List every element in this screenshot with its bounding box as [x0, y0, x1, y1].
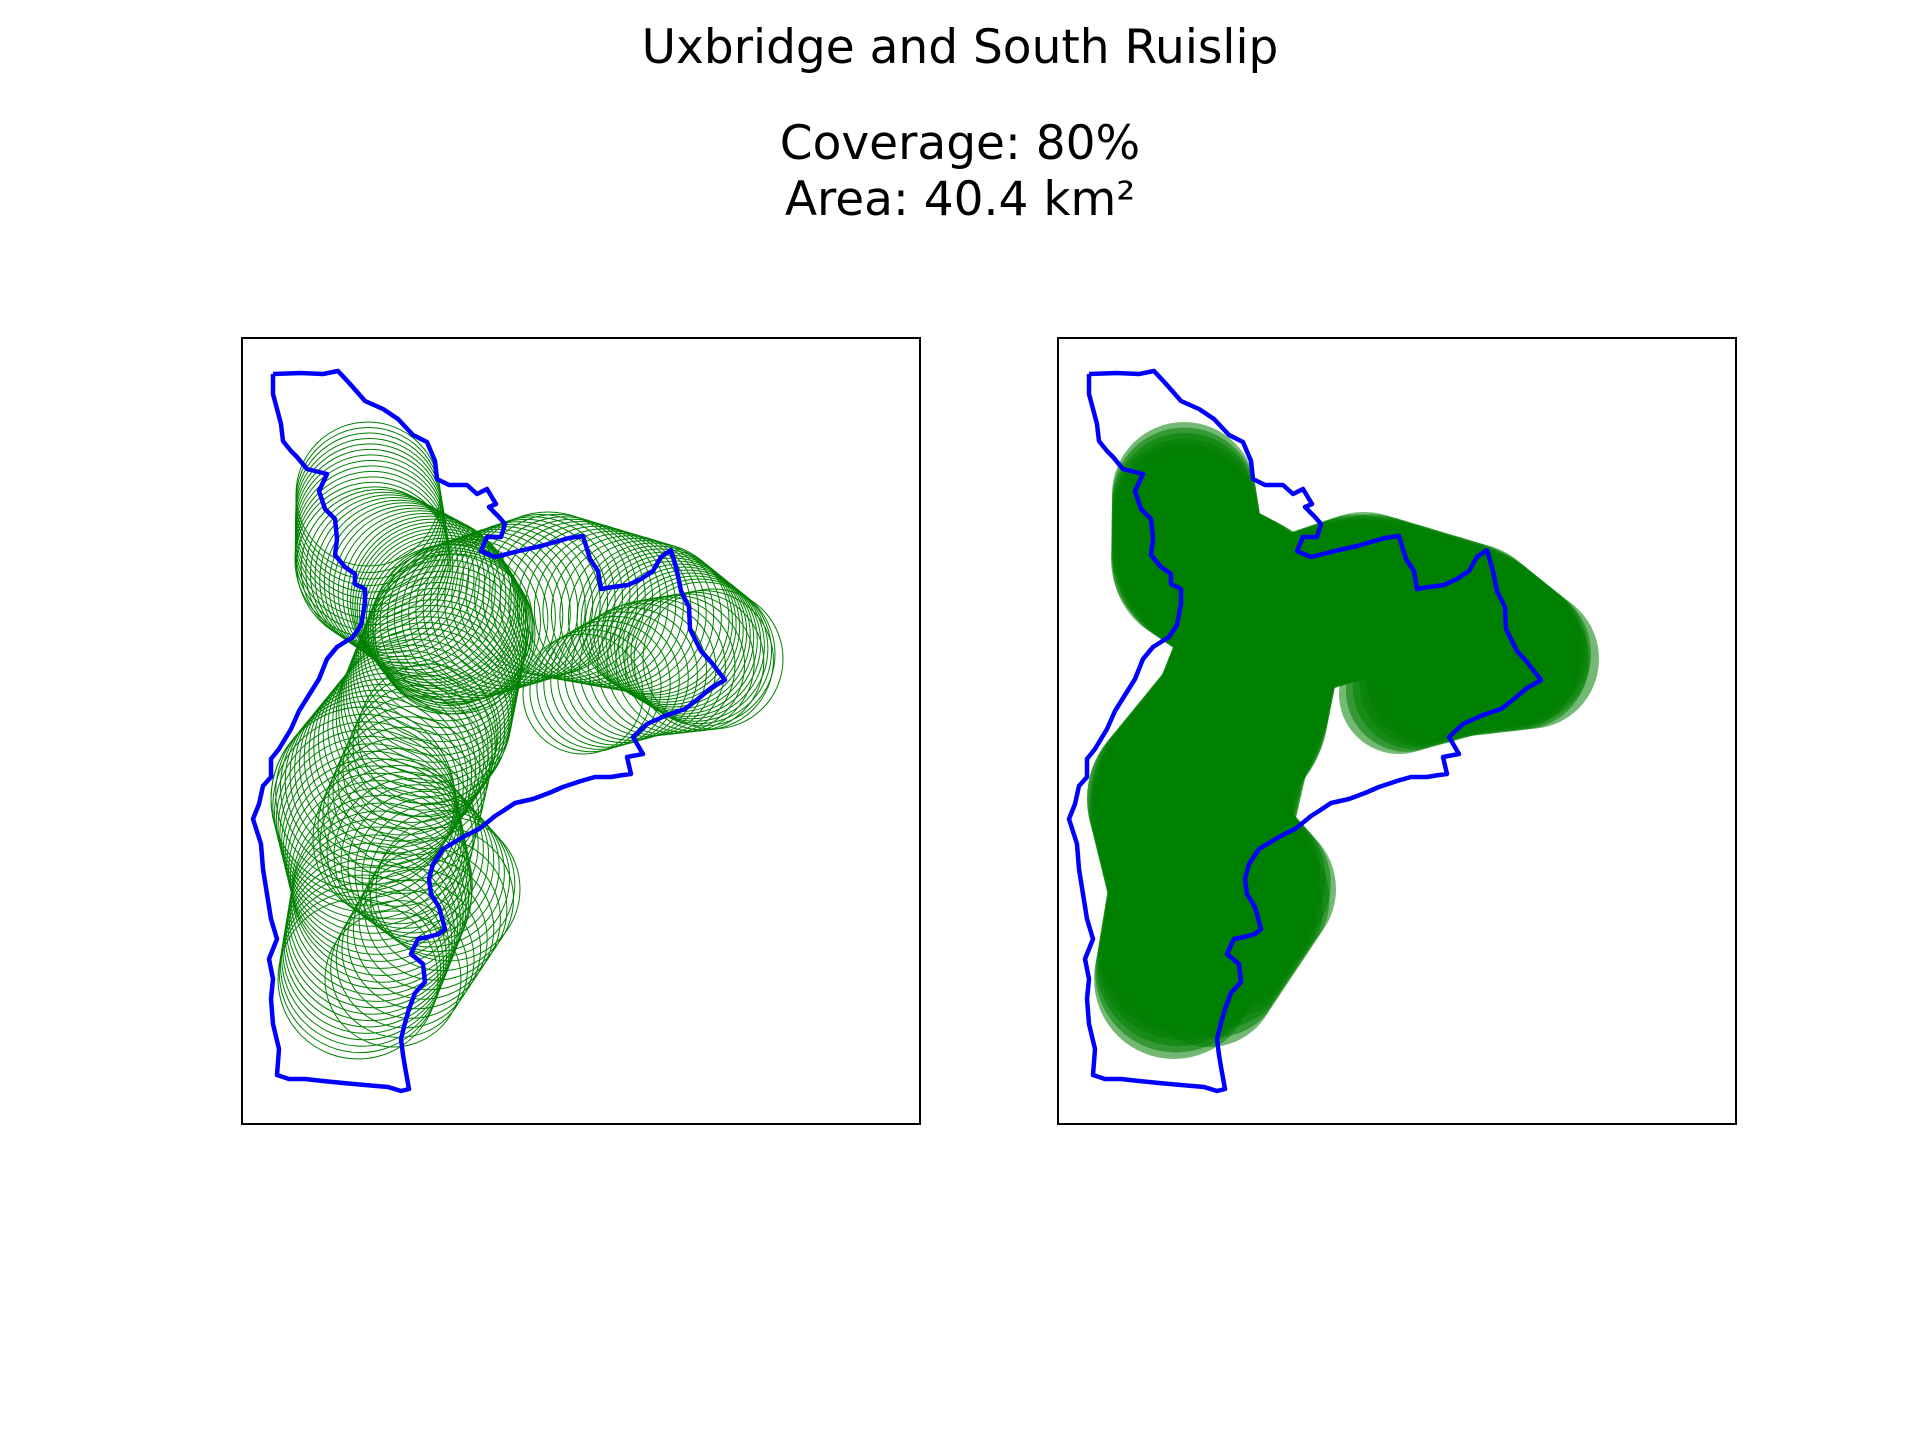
coverage-circle — [522, 633, 644, 755]
coverage-circle — [516, 525, 677, 686]
coverage-circle — [340, 616, 515, 791]
coverage-circle — [352, 521, 517, 687]
coverage-circles-outlined — [270, 421, 784, 1060]
coverage-circle — [372, 543, 534, 705]
coverage-circle — [465, 511, 631, 677]
coverage-circle — [360, 570, 525, 736]
coverage-circle — [354, 525, 519, 689]
coverage-circle — [580, 545, 733, 698]
coverage-circle — [482, 516, 646, 680]
coverage-label: Coverage: 80% — [779, 116, 1141, 171]
coverage-circle — [536, 624, 662, 750]
filled-coverage-map — [1066, 368, 1599, 1094]
coverage-circle — [312, 758, 474, 920]
coverage-circle — [326, 771, 484, 929]
coverage-circle — [393, 536, 556, 699]
coverage-circle — [322, 644, 502, 823]
coverage-circle — [347, 868, 488, 1010]
coverage-circle — [286, 772, 469, 955]
outline-coverage-panel — [241, 337, 921, 1125]
coverage-circle — [308, 661, 489, 842]
coverage-circle — [386, 538, 549, 701]
coverage-circle — [369, 826, 514, 972]
coverage-circle — [361, 803, 511, 953]
coverage-circle — [277, 898, 439, 1060]
constituency-boundary — [1066, 368, 1544, 1094]
coverage-circle — [362, 564, 526, 729]
coverage-circle — [357, 576, 524, 743]
coverage-circles-filled — [1087, 422, 1599, 1059]
coverage-circle — [332, 716, 485, 869]
coverage-circle — [571, 602, 707, 739]
coverage-circle — [358, 847, 501, 991]
coverage-circle — [324, 910, 462, 1048]
coverage-disc — [1339, 634, 1459, 754]
coverage-circle — [354, 797, 505, 948]
coverage-circle — [278, 890, 442, 1054]
coverage-circle — [379, 541, 541, 703]
coverage-circle — [364, 837, 508, 981]
coverage-circle — [289, 684, 473, 867]
coverage-circle — [401, 533, 564, 696]
coverage-circle — [348, 599, 519, 770]
coverage-circle — [408, 531, 571, 694]
coverage-circle — [347, 684, 493, 830]
coverage-circle — [313, 655, 493, 836]
coverage-circle — [626, 578, 773, 725]
boundary-layer — [250, 368, 728, 1094]
map-title: Uxbridge and South Ruislip — [641, 20, 1279, 75]
coverage-circle — [333, 777, 490, 934]
area-label: Area: 40.4 km² — [784, 172, 1136, 227]
coverage-circle — [327, 726, 482, 882]
coverage-circle — [335, 627, 513, 805]
outline-coverage-map — [250, 368, 784, 1094]
coverage-circle — [303, 667, 485, 848]
constituency-boundary — [250, 368, 728, 1094]
filled-coverage-panel — [1057, 337, 1737, 1125]
coverage-circle — [281, 874, 447, 1041]
coverage-circle — [352, 674, 496, 818]
boundary-layer — [1066, 368, 1544, 1094]
coverage-circle — [347, 790, 500, 943]
coverage-circle — [332, 633, 510, 811]
coverage-circle — [458, 513, 624, 679]
coverage-circle — [319, 765, 479, 925]
coverage-circle — [630, 581, 776, 727]
coverage-circle — [338, 622, 514, 798]
coverage-circle — [357, 663, 499, 805]
coverage-circle — [341, 879, 482, 1019]
coverage-circle — [356, 528, 521, 692]
coverage-circle — [342, 513, 507, 677]
coverage-circle — [543, 620, 671, 748]
coverage-circle — [349, 518, 515, 684]
coverage-circle — [346, 515, 512, 681]
coverage-circle — [451, 516, 616, 681]
coverage-circle — [567, 540, 722, 695]
coverage-circle — [352, 858, 495, 1000]
coverage-circle — [529, 629, 653, 753]
coverage-circle — [474, 513, 639, 678]
coverage-disc — [1141, 911, 1277, 1047]
